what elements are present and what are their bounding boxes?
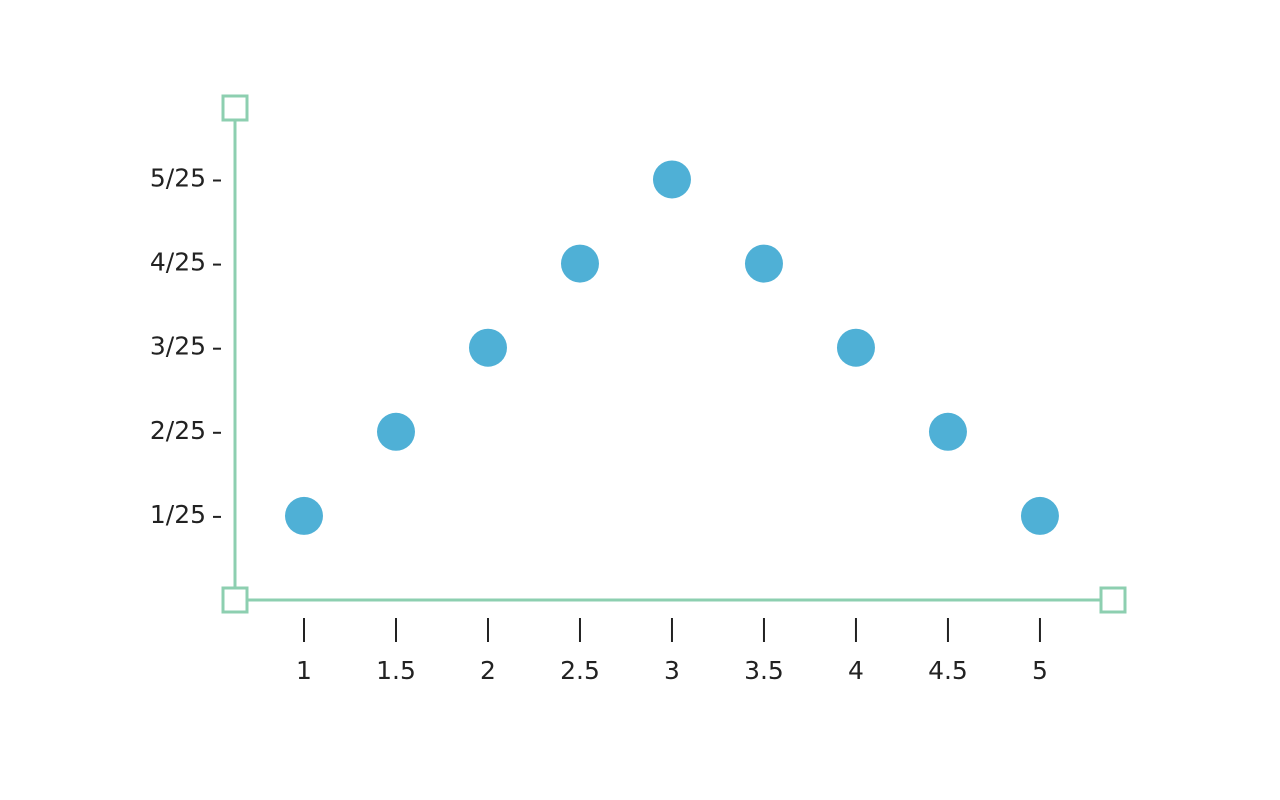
x-tick-label: 3.5 — [744, 656, 784, 685]
x-tick-label: 1.5 — [376, 656, 416, 685]
point — [468, 328, 507, 367]
axis-handle — [221, 94, 249, 122]
point — [560, 244, 599, 283]
x-tick-label: 4.5 — [928, 656, 968, 685]
point — [744, 244, 783, 283]
x-tick-label: 2 — [480, 656, 496, 685]
point — [928, 412, 967, 451]
x-tick-label: 5 — [1032, 656, 1048, 685]
axis-handle — [221, 586, 249, 614]
axis-handle — [1099, 586, 1127, 614]
y-tick-label: 2/25 — [150, 416, 206, 445]
point — [1020, 496, 1059, 535]
y-tick-label: 4/25 — [150, 248, 206, 277]
x-tick-label: 3 — [664, 656, 680, 685]
point — [836, 328, 875, 367]
point — [376, 412, 415, 451]
point — [284, 496, 323, 535]
point — [652, 160, 691, 199]
x-tick-label: 1 — [296, 656, 312, 685]
x-tick-label: 4 — [848, 656, 864, 685]
x-tick-label: 2.5 — [560, 656, 600, 685]
y-tick-label: 3/25 — [150, 332, 206, 361]
y-tick-label: 1/25 — [150, 500, 206, 529]
y-tick-label: 5/25 — [150, 163, 206, 192]
